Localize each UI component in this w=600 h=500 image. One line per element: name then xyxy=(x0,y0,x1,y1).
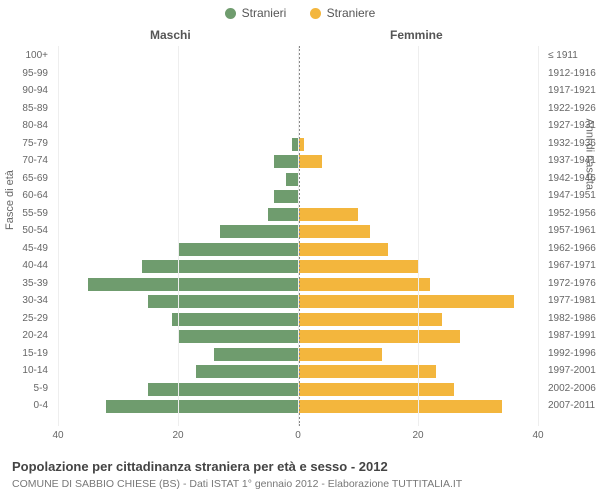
y-label-age: 35-39 xyxy=(0,277,48,291)
y-label-years: 1962-1966 xyxy=(548,242,600,256)
y-label-age: 50-54 xyxy=(0,224,48,238)
legend: Stranieri Straniere xyxy=(0,6,600,22)
bar-maschi xyxy=(148,295,298,308)
bar-femmine xyxy=(298,295,514,308)
y-label-years: 1987-1991 xyxy=(548,329,600,343)
x-tick-label: 20 xyxy=(172,430,183,441)
y-label-age: 70-74 xyxy=(0,154,48,168)
bar-femmine xyxy=(298,260,418,273)
y-label-years: 1932-1936 xyxy=(548,137,600,151)
bar-maschi xyxy=(196,365,298,378)
bar-maschi xyxy=(142,260,298,273)
y-label-years: 1912-1916 xyxy=(548,67,600,81)
y-label-age: 60-64 xyxy=(0,189,48,203)
y-label-age: 85-89 xyxy=(0,102,48,116)
x-tick-label: 0 xyxy=(295,430,301,441)
y-label-age: 20-24 xyxy=(0,329,48,343)
plot-area: 402002040100+≤ 191195-991912-191690-9419… xyxy=(58,46,538,426)
chart-container: Stranieri Straniere Maschi Femmine Fasce… xyxy=(0,0,600,500)
y-label-age: 15-19 xyxy=(0,347,48,361)
bar-maschi xyxy=(274,190,298,203)
bar-maschi xyxy=(172,313,298,326)
gridline xyxy=(298,46,299,426)
bar-femmine xyxy=(298,208,358,221)
y-label-age: 0-4 xyxy=(0,399,48,413)
gridline xyxy=(178,46,179,426)
bar-maschi xyxy=(274,155,298,168)
y-label-age: 90-94 xyxy=(0,84,48,98)
bar-femmine xyxy=(298,243,388,256)
bar-maschi xyxy=(178,243,298,256)
column-header-maschi: Maschi xyxy=(150,28,191,42)
y-label-age: 30-34 xyxy=(0,294,48,308)
bar-maschi xyxy=(148,383,298,396)
y-label-age: 5-9 xyxy=(0,382,48,396)
x-tick-label: 40 xyxy=(532,430,543,441)
y-label-years: 1997-2001 xyxy=(548,364,600,378)
legend-item-stranieri: Stranieri xyxy=(225,6,287,20)
y-label-years: 1992-1996 xyxy=(548,347,600,361)
y-label-age: 55-59 xyxy=(0,207,48,221)
y-label-age: 75-79 xyxy=(0,137,48,151)
column-header-femmine: Femmine xyxy=(390,28,443,42)
bar-femmine xyxy=(298,330,460,343)
bar-femmine xyxy=(298,225,370,238)
y-label-years: 2007-2011 xyxy=(548,399,600,413)
circle-icon xyxy=(225,8,236,19)
bar-femmine xyxy=(298,348,382,361)
y-label-age: 95-99 xyxy=(0,67,48,81)
y-label-years: ≤ 1911 xyxy=(548,49,600,63)
bar-maschi xyxy=(286,173,298,186)
bar-maschi xyxy=(178,330,298,343)
circle-icon xyxy=(310,8,321,19)
y-label-years: 2002-2006 xyxy=(548,382,600,396)
bar-femmine xyxy=(298,383,454,396)
y-label-age: 80-84 xyxy=(0,119,48,133)
y-label-age: 65-69 xyxy=(0,172,48,186)
gridline xyxy=(418,46,419,426)
x-tick-label: 20 xyxy=(412,430,423,441)
y-label-age: 45-49 xyxy=(0,242,48,256)
y-label-age: 40-44 xyxy=(0,259,48,273)
bar-femmine xyxy=(298,400,502,413)
y-label-years: 1967-1971 xyxy=(548,259,600,273)
gridline xyxy=(58,46,59,426)
legend-label: Stranieri xyxy=(242,6,287,20)
x-tick-label: 40 xyxy=(52,430,63,441)
y-label-years: 1982-1986 xyxy=(548,312,600,326)
bar-femmine xyxy=(298,313,442,326)
legend-label: Straniere xyxy=(327,6,376,20)
bar-femmine xyxy=(298,278,430,291)
gridline xyxy=(538,46,539,426)
bar-maschi xyxy=(220,225,298,238)
y-label-age: 10-14 xyxy=(0,364,48,378)
bar-maschi xyxy=(88,278,298,291)
y-label-years: 1977-1981 xyxy=(548,294,600,308)
y-label-years: 1927-1931 xyxy=(548,119,600,133)
bar-femmine xyxy=(298,365,436,378)
y-label-years: 1957-1961 xyxy=(548,224,600,238)
legend-item-straniere: Straniere xyxy=(310,6,376,20)
y-label-years: 1917-1921 xyxy=(548,84,600,98)
chart-subtitle: COMUNE DI SABBIO CHIESE (BS) - Dati ISTA… xyxy=(12,478,462,490)
chart-title: Popolazione per cittadinanza straniera p… xyxy=(12,459,388,474)
y-label-years: 1922-1926 xyxy=(548,102,600,116)
y-label-years: 1972-1976 xyxy=(548,277,600,291)
y-label-years: 1952-1956 xyxy=(548,207,600,221)
bar-maschi xyxy=(106,400,298,413)
y-label-years: 1942-1946 xyxy=(548,172,600,186)
y-label-age: 100+ xyxy=(0,49,48,63)
bar-femmine xyxy=(298,155,322,168)
y-label-age: 25-29 xyxy=(0,312,48,326)
y-label-years: 1947-1951 xyxy=(548,189,600,203)
y-label-years: 1937-1941 xyxy=(548,154,600,168)
bar-maschi xyxy=(268,208,298,221)
bar-maschi xyxy=(214,348,298,361)
